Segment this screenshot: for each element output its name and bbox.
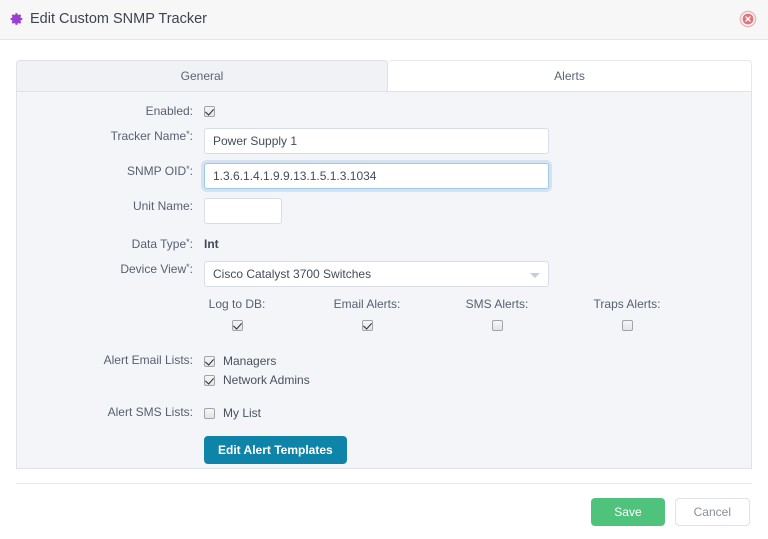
alert-sms-my-list-checkbox[interactable]: [204, 407, 215, 419]
tab-bar: General Alerts: [16, 60, 752, 92]
snmp-oid-input[interactable]: [204, 163, 549, 189]
field-row-tracker-name: Tracker Name*:: [17, 128, 751, 154]
tracker-name-colon: :: [189, 129, 193, 143]
field-row-alert-sms-lists: Alert SMS Lists: My List: [17, 404, 751, 423]
page-title: Edit Custom SNMP Tracker: [10, 11, 207, 27]
device-view-required: *: [186, 262, 190, 272]
dialog-footer: Save Cancel: [591, 498, 750, 526]
alert-email-network-admins-checkbox[interactable]: [204, 374, 215, 386]
tab-general-label: General: [180, 69, 224, 83]
email-alerts-checkbox[interactable]: [361, 320, 373, 332]
tab-alerts-label: Alerts: [554, 69, 585, 83]
chevron-down-icon: [530, 273, 540, 278]
close-icon[interactable]: [739, 10, 757, 28]
tab-general[interactable]: General: [16, 60, 388, 92]
alert-email-lists-label: Alert Email Lists:: [103, 353, 193, 367]
alert-sms-lists-label: Alert SMS Lists:: [107, 405, 193, 419]
general-tab-panel: Enabled: Tracker Name*: SNMP OID*: Unit …: [16, 91, 752, 469]
traps-alerts-checkbox[interactable]: [621, 320, 633, 332]
list-item[interactable]: My List: [204, 404, 751, 422]
sms-alerts-label: SMS Alerts:: [465, 297, 529, 311]
unit-name-input[interactable]: [204, 198, 282, 224]
tracker-name-input[interactable]: [204, 128, 549, 154]
tracker-name-label-text: Tracker Name: [110, 129, 187, 143]
toggle-col-traps-alerts: Traps Alerts:: [562, 296, 692, 332]
device-view-select[interactable]: Cisco Catalyst 3700 Switches: [204, 261, 549, 287]
toggle-col-email-alerts: Email Alerts:: [302, 296, 432, 332]
tracker-name-label: Tracker Name*:: [17, 128, 204, 144]
device-view-label-text: Device View: [120, 262, 187, 276]
data-type-colon: :: [189, 237, 193, 251]
enabled-label: Enabled:: [145, 104, 193, 118]
log-to-db-label: Log to DB:: [208, 297, 266, 311]
data-type-label-text: Data Type: [131, 237, 187, 251]
traps-alerts-label: Traps Alerts:: [593, 297, 661, 311]
email-alerts-label: Email Alerts:: [333, 297, 401, 311]
tab-alerts[interactable]: Alerts: [388, 60, 752, 92]
data-type-label: Data Type*:: [17, 236, 204, 252]
toggle-col-sms-alerts: SMS Alerts:: [432, 296, 562, 332]
alert-email-managers-label: Managers: [223, 354, 277, 368]
snmp-oid-label: SNMP OID*:: [17, 163, 204, 179]
data-type-required: *: [186, 237, 190, 247]
device-view-selected-value: Cisco Catalyst 3700 Switches: [213, 267, 372, 281]
data-type-value: Int: [204, 237, 219, 251]
dialog-header: Edit Custom SNMP Tracker: [0, 0, 768, 40]
snmp-oid-label-text: SNMP OID: [127, 164, 187, 178]
footer-divider: [16, 483, 752, 484]
sms-alerts-checkbox[interactable]: [491, 320, 503, 332]
field-row-device-view: Device View*: Cisco Catalyst 3700 Switch…: [17, 261, 751, 287]
field-row-enabled: Enabled:: [17, 103, 751, 119]
snmp-oid-required: *: [186, 164, 190, 174]
field-row-alert-email-lists: Alert Email Lists: Managers Network Admi…: [17, 352, 751, 390]
tracker-name-required: *: [186, 129, 190, 139]
device-view-colon: :: [189, 262, 193, 276]
device-view-label: Device View*:: [17, 261, 204, 277]
field-row-unit-name: Unit Name:: [17, 198, 751, 224]
log-to-db-checkbox[interactable]: [231, 320, 243, 332]
alert-email-managers-checkbox[interactable]: [204, 355, 215, 367]
enabled-checkbox[interactable]: [204, 106, 215, 118]
alert-sms-my-list-label: My List: [223, 406, 262, 420]
page-title-text: Edit Custom SNMP Tracker: [30, 11, 208, 27]
field-row-edit-templates: Edit Alert Templates: [17, 436, 751, 464]
edit-alert-templates-button[interactable]: Edit Alert Templates: [204, 436, 347, 464]
cancel-button[interactable]: Cancel: [674, 498, 750, 526]
snmp-oid-colon: :: [189, 164, 193, 178]
unit-name-label: Unit Name:: [132, 199, 193, 213]
toggle-col-log-to-db: Log to DB:: [172, 296, 302, 332]
alert-toggle-columns: Log to DB: Email Alerts: SMS Alerts: Tra…: [172, 296, 692, 332]
list-item[interactable]: Managers: [204, 352, 751, 370]
gear-icon: [10, 12, 24, 26]
alert-email-network-admins-label: Network Admins: [223, 373, 310, 387]
list-item[interactable]: Network Admins: [204, 371, 751, 389]
field-row-snmp-oid: SNMP OID*:: [17, 163, 751, 189]
field-row-data-type: Data Type*: Int: [17, 236, 751, 252]
save-button[interactable]: Save: [591, 498, 665, 526]
